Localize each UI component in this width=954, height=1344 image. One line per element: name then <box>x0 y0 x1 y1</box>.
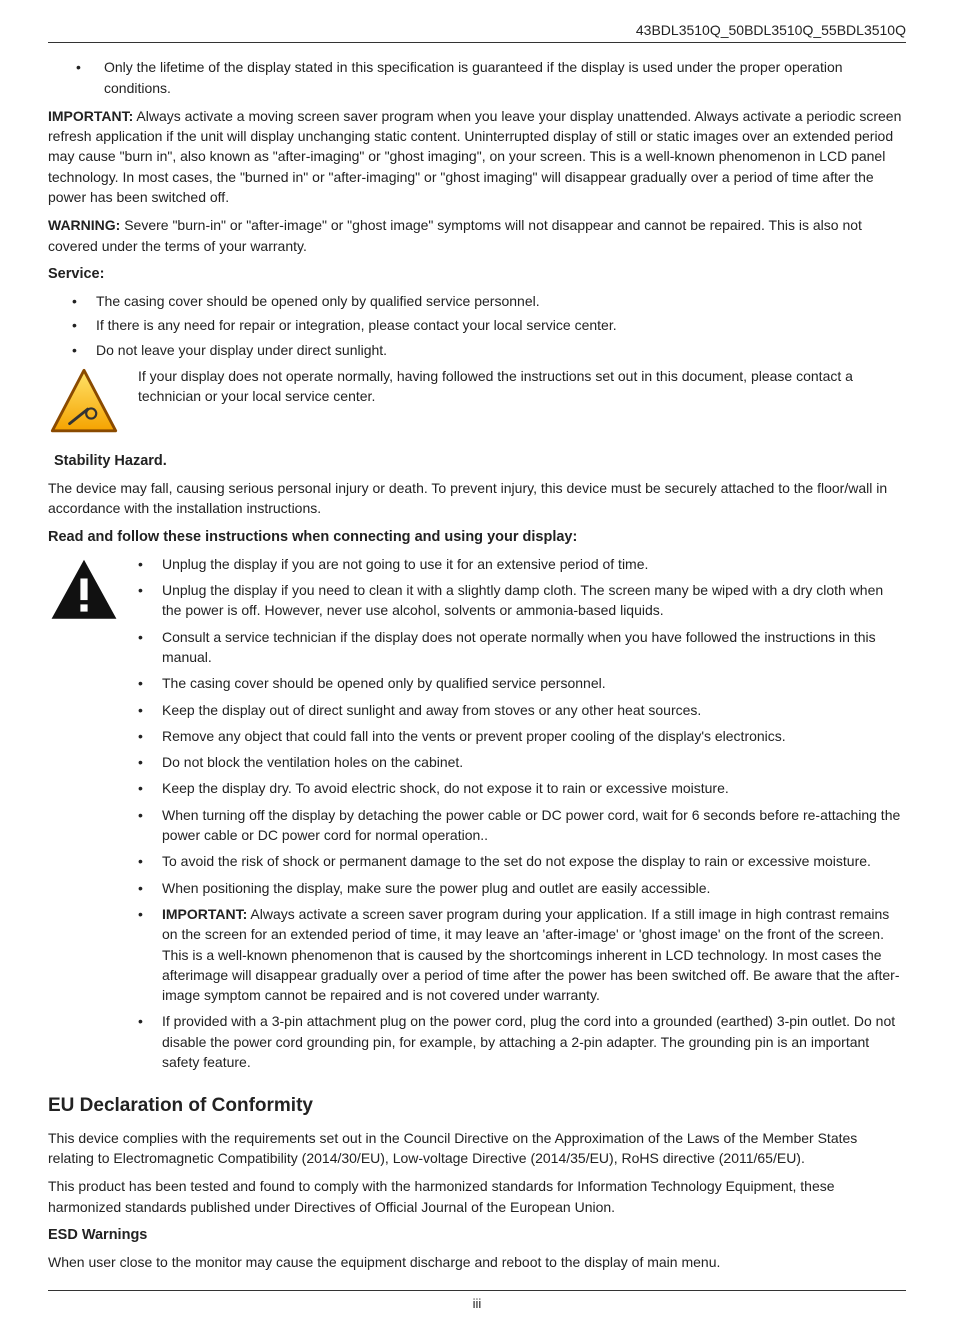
important-paragraph: IMPORTANT: Always activate a moving scre… <box>48 106 906 207</box>
service-item: The casing cover should be opened only b… <box>72 291 906 311</box>
warning-text: Severe "burn-in" or "after-image" or "gh… <box>48 217 862 253</box>
service-item: If there is any need for repair or integ… <box>72 315 906 335</box>
intro-bullet: Only the lifetime of the display stated … <box>76 57 906 98</box>
instruction-item: To avoid the risk of shock or permanent … <box>138 851 906 871</box>
instruction-item: Unplug the display if you are not going … <box>138 554 906 574</box>
service-list: The casing cover should be opened only b… <box>48 291 906 360</box>
important-text: Always activate a moving screen saver pr… <box>48 108 901 205</box>
instruction-item: The casing cover should be opened only b… <box>138 673 906 693</box>
esd-text: When user close to the monitor may cause… <box>48 1252 906 1272</box>
instruction-item: When turning off the display by detachin… <box>138 805 906 846</box>
footer: iii <box>48 1290 906 1314</box>
caution-icon <box>48 366 120 443</box>
instruction-item: If provided with a 3-pin attachment plug… <box>138 1011 906 1072</box>
service-item: Do not leave your display under direct s… <box>72 340 906 360</box>
eu-p2: This product has been tested and found t… <box>48 1176 906 1217</box>
eu-heading: EU Declaration of Conformity <box>48 1092 906 1120</box>
eu-p1: This device complies with the requiremen… <box>48 1128 906 1169</box>
important-label: IMPORTANT: <box>48 108 133 124</box>
instruction-item: Consult a service technician if the disp… <box>138 627 906 668</box>
instruction-important-label: IMPORTANT: <box>162 906 247 922</box>
stability-text: The device may fall, causing serious per… <box>48 478 906 519</box>
instruction-item: Unplug the display if you need to clean … <box>138 580 906 621</box>
header-models: 43BDL3510Q_50BDL3510Q_55BDL3510Q <box>636 22 906 38</box>
instruction-item: When positioning the display, make sure … <box>138 878 906 898</box>
header-bar: 43BDL3510Q_50BDL3510Q_55BDL3510Q <box>48 20 906 43</box>
service-heading: Service: <box>48 264 906 285</box>
stability-heading: Stability Hazard. <box>48 451 906 472</box>
instructions-heading: Read and follow these instructions when … <box>48 527 906 548</box>
esd-heading: ESD Warnings <box>48 1225 906 1246</box>
instruction-item-important: IMPORTANT: Always activate a screen save… <box>138 904 906 1005</box>
instruction-important-text: Always activate a screen saver program d… <box>162 906 899 1003</box>
intro-list: Only the lifetime of the display stated … <box>48 57 906 98</box>
warning-label: WARNING: <box>48 217 120 233</box>
warning-paragraph: WARNING: Severe "burn-in" or "after-imag… <box>48 215 906 256</box>
instructions-row: Unplug the display if you are not going … <box>48 554 906 1079</box>
warning-icon <box>48 554 120 631</box>
instruction-item: Keep the display dry. To avoid electric … <box>138 778 906 798</box>
instruction-item: Keep the display out of direct sunlight … <box>138 700 906 720</box>
instruction-item: Do not block the ventilation holes on th… <box>138 752 906 772</box>
instruction-item: Remove any object that could fall into t… <box>138 726 906 746</box>
page-number: iii <box>473 1296 482 1311</box>
instructions-list: Unplug the display if you are not going … <box>138 554 906 1073</box>
service-note-row: If your display does not operate normall… <box>48 366 906 443</box>
service-note: If your display does not operate normall… <box>138 366 906 407</box>
